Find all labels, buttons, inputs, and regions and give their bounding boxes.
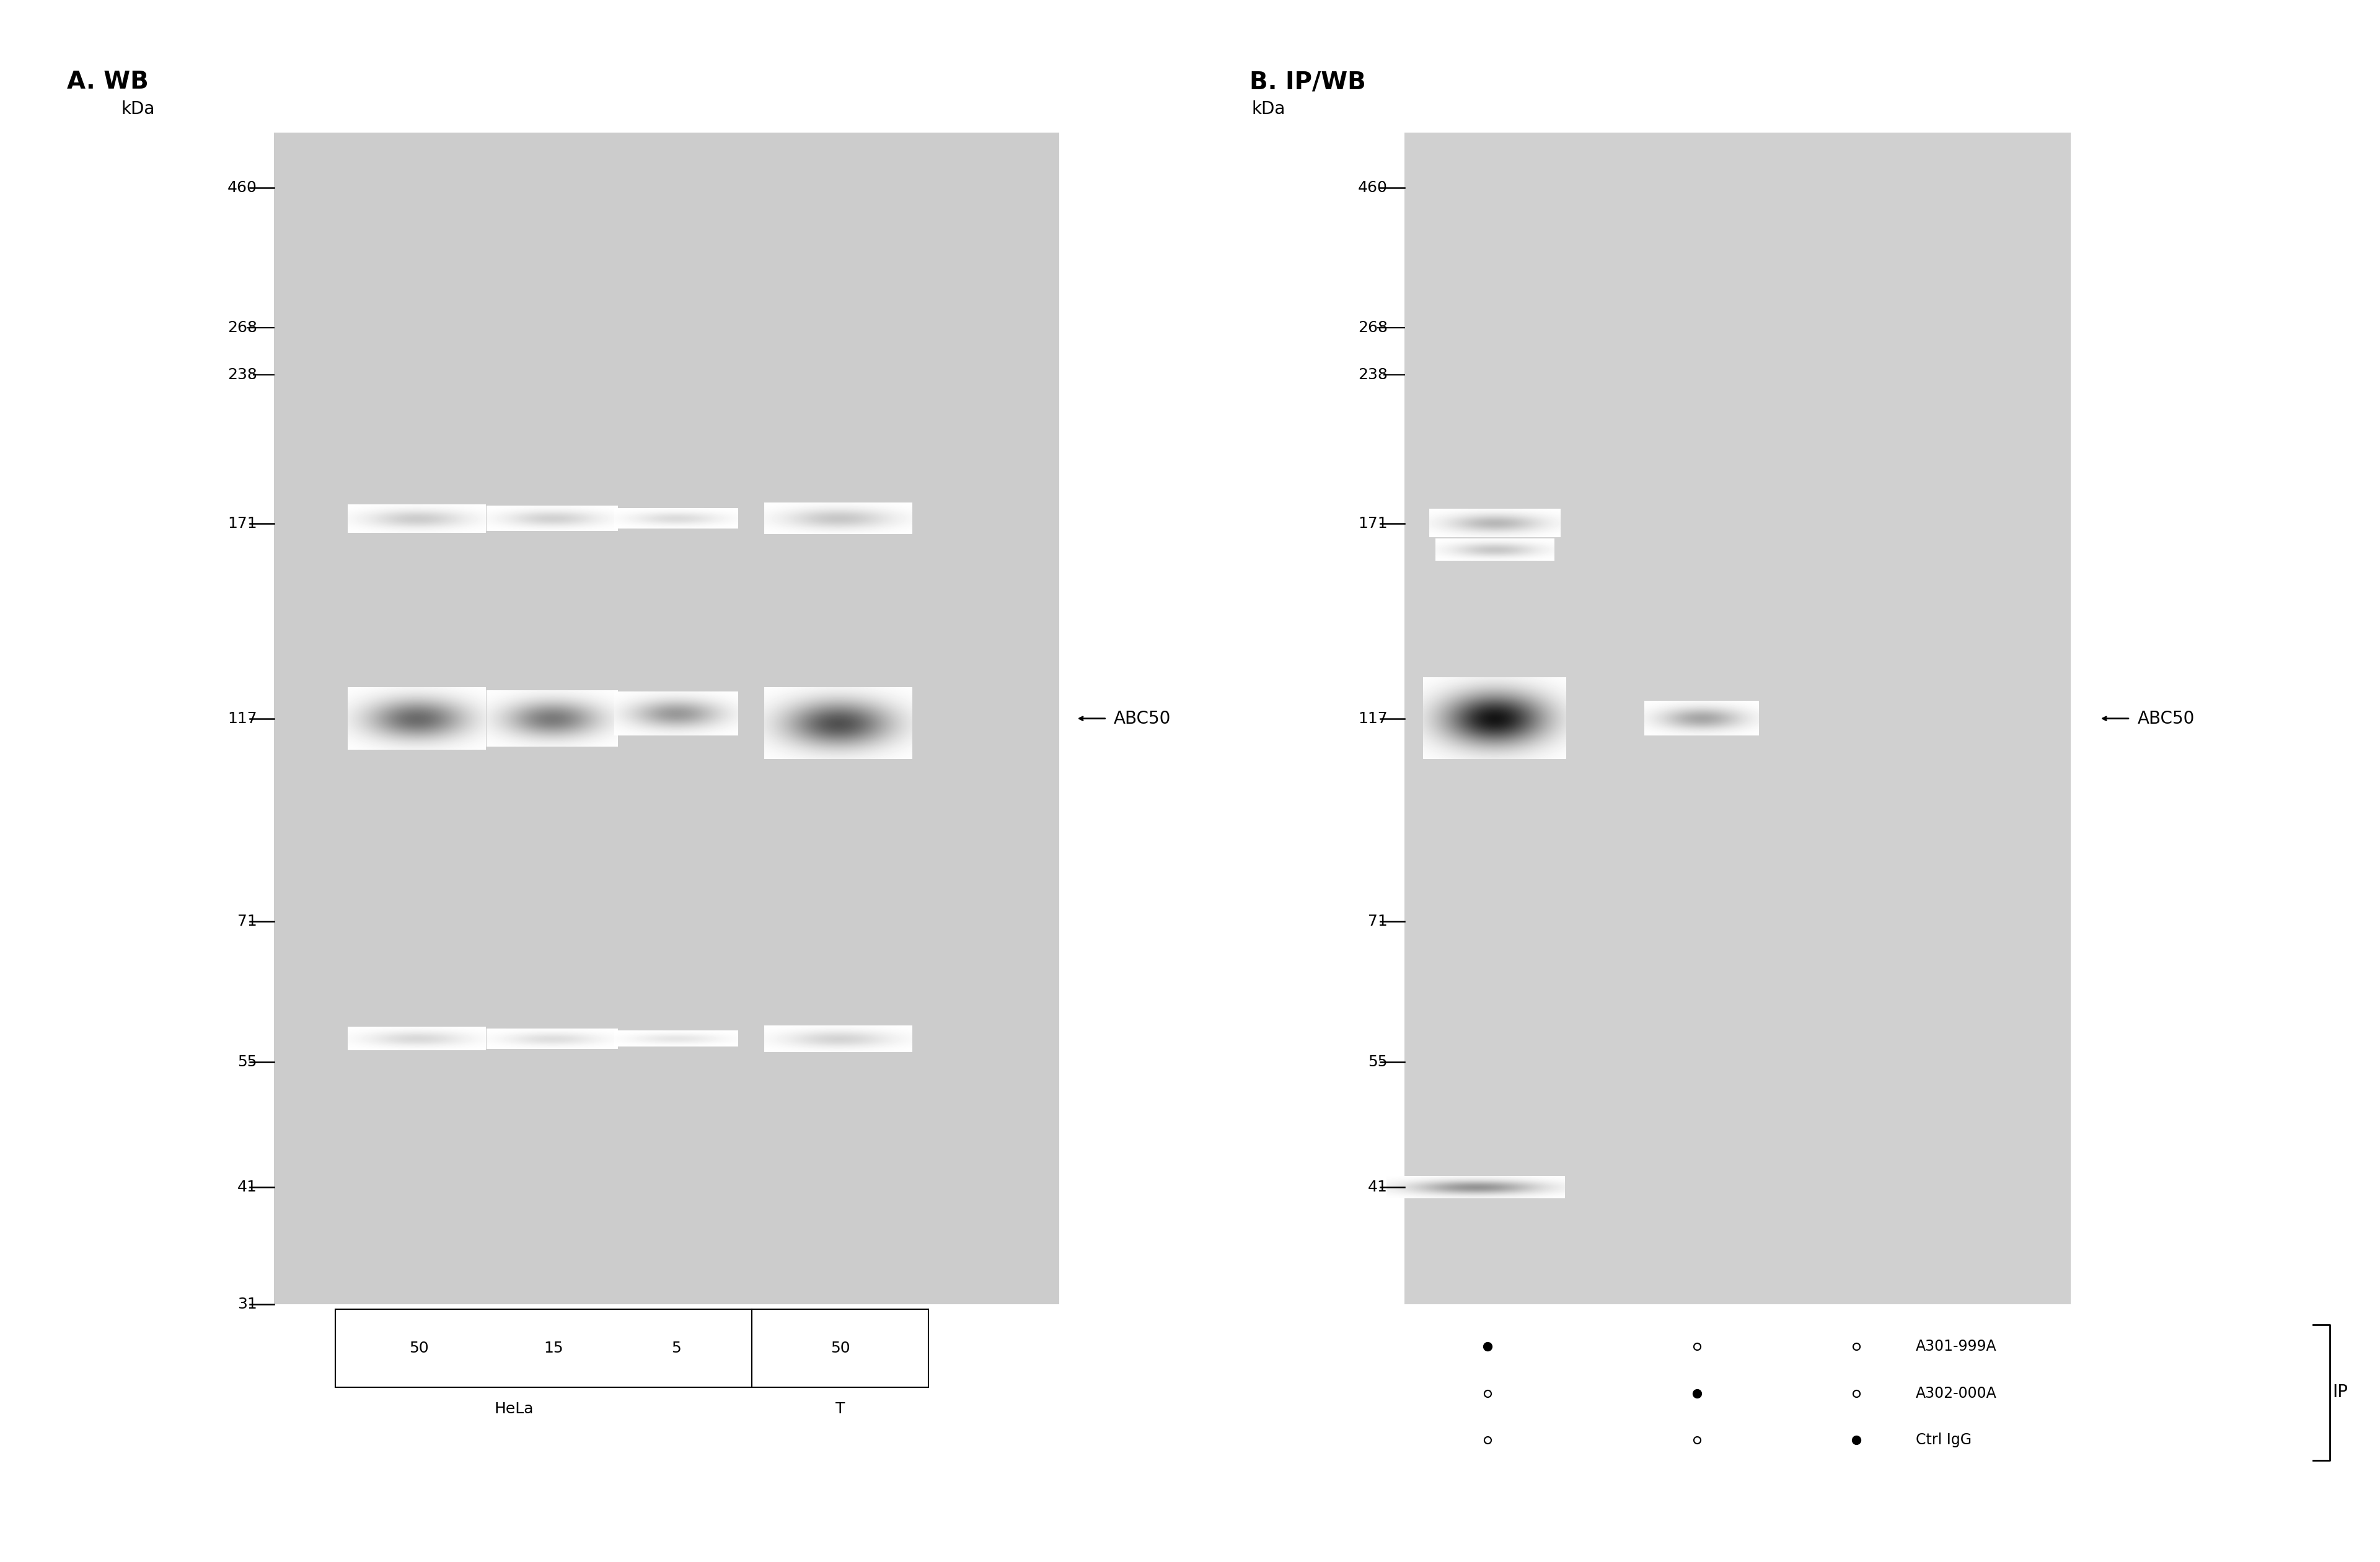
Text: Ctrl IgG: Ctrl IgG	[1916, 1432, 1971, 1448]
Text: 55: 55	[238, 1054, 257, 1070]
Text: kDa: kDa	[1252, 100, 1285, 119]
Text: A. WB: A. WB	[67, 70, 148, 94]
Text: 238: 238	[228, 367, 257, 383]
Bar	[752, 1309, 928, 1387]
Text: 268: 268	[1357, 320, 1388, 336]
Text: 41: 41	[1368, 1179, 1388, 1195]
Text: 268: 268	[226, 320, 257, 336]
Text: 460: 460	[228, 180, 257, 195]
Text: 117: 117	[228, 711, 257, 726]
Text: 50: 50	[831, 1340, 850, 1356]
Text: IP: IP	[2332, 1384, 2349, 1401]
Text: 171: 171	[1359, 515, 1388, 531]
Text: 31: 31	[238, 1296, 257, 1312]
Bar	[274, 133, 1059, 1304]
Text: 15: 15	[543, 1340, 564, 1356]
Text: A302-000A: A302-000A	[1916, 1385, 1997, 1401]
Text: ABC50: ABC50	[2137, 709, 2194, 728]
Bar	[336, 1309, 752, 1387]
Text: B. IP/WB: B. IP/WB	[1250, 70, 1366, 94]
Text: 41: 41	[238, 1179, 257, 1195]
Text: 50: 50	[409, 1340, 428, 1356]
Text: 171: 171	[228, 515, 257, 531]
Text: 5: 5	[671, 1340, 681, 1356]
Text: 71: 71	[238, 914, 257, 929]
Text: kDa: kDa	[121, 100, 155, 119]
Text: 238: 238	[1359, 367, 1388, 383]
Text: T: T	[835, 1401, 845, 1417]
Text: A301-999A: A301-999A	[1916, 1339, 1997, 1354]
Text: HeLa: HeLa	[495, 1401, 533, 1417]
Text: 55: 55	[1368, 1054, 1388, 1070]
Text: 117: 117	[1359, 711, 1388, 726]
Text: 460: 460	[1359, 180, 1388, 195]
Bar	[1404, 133, 2071, 1304]
Text: ABC50: ABC50	[1114, 709, 1171, 728]
Text: 71: 71	[1368, 914, 1388, 929]
